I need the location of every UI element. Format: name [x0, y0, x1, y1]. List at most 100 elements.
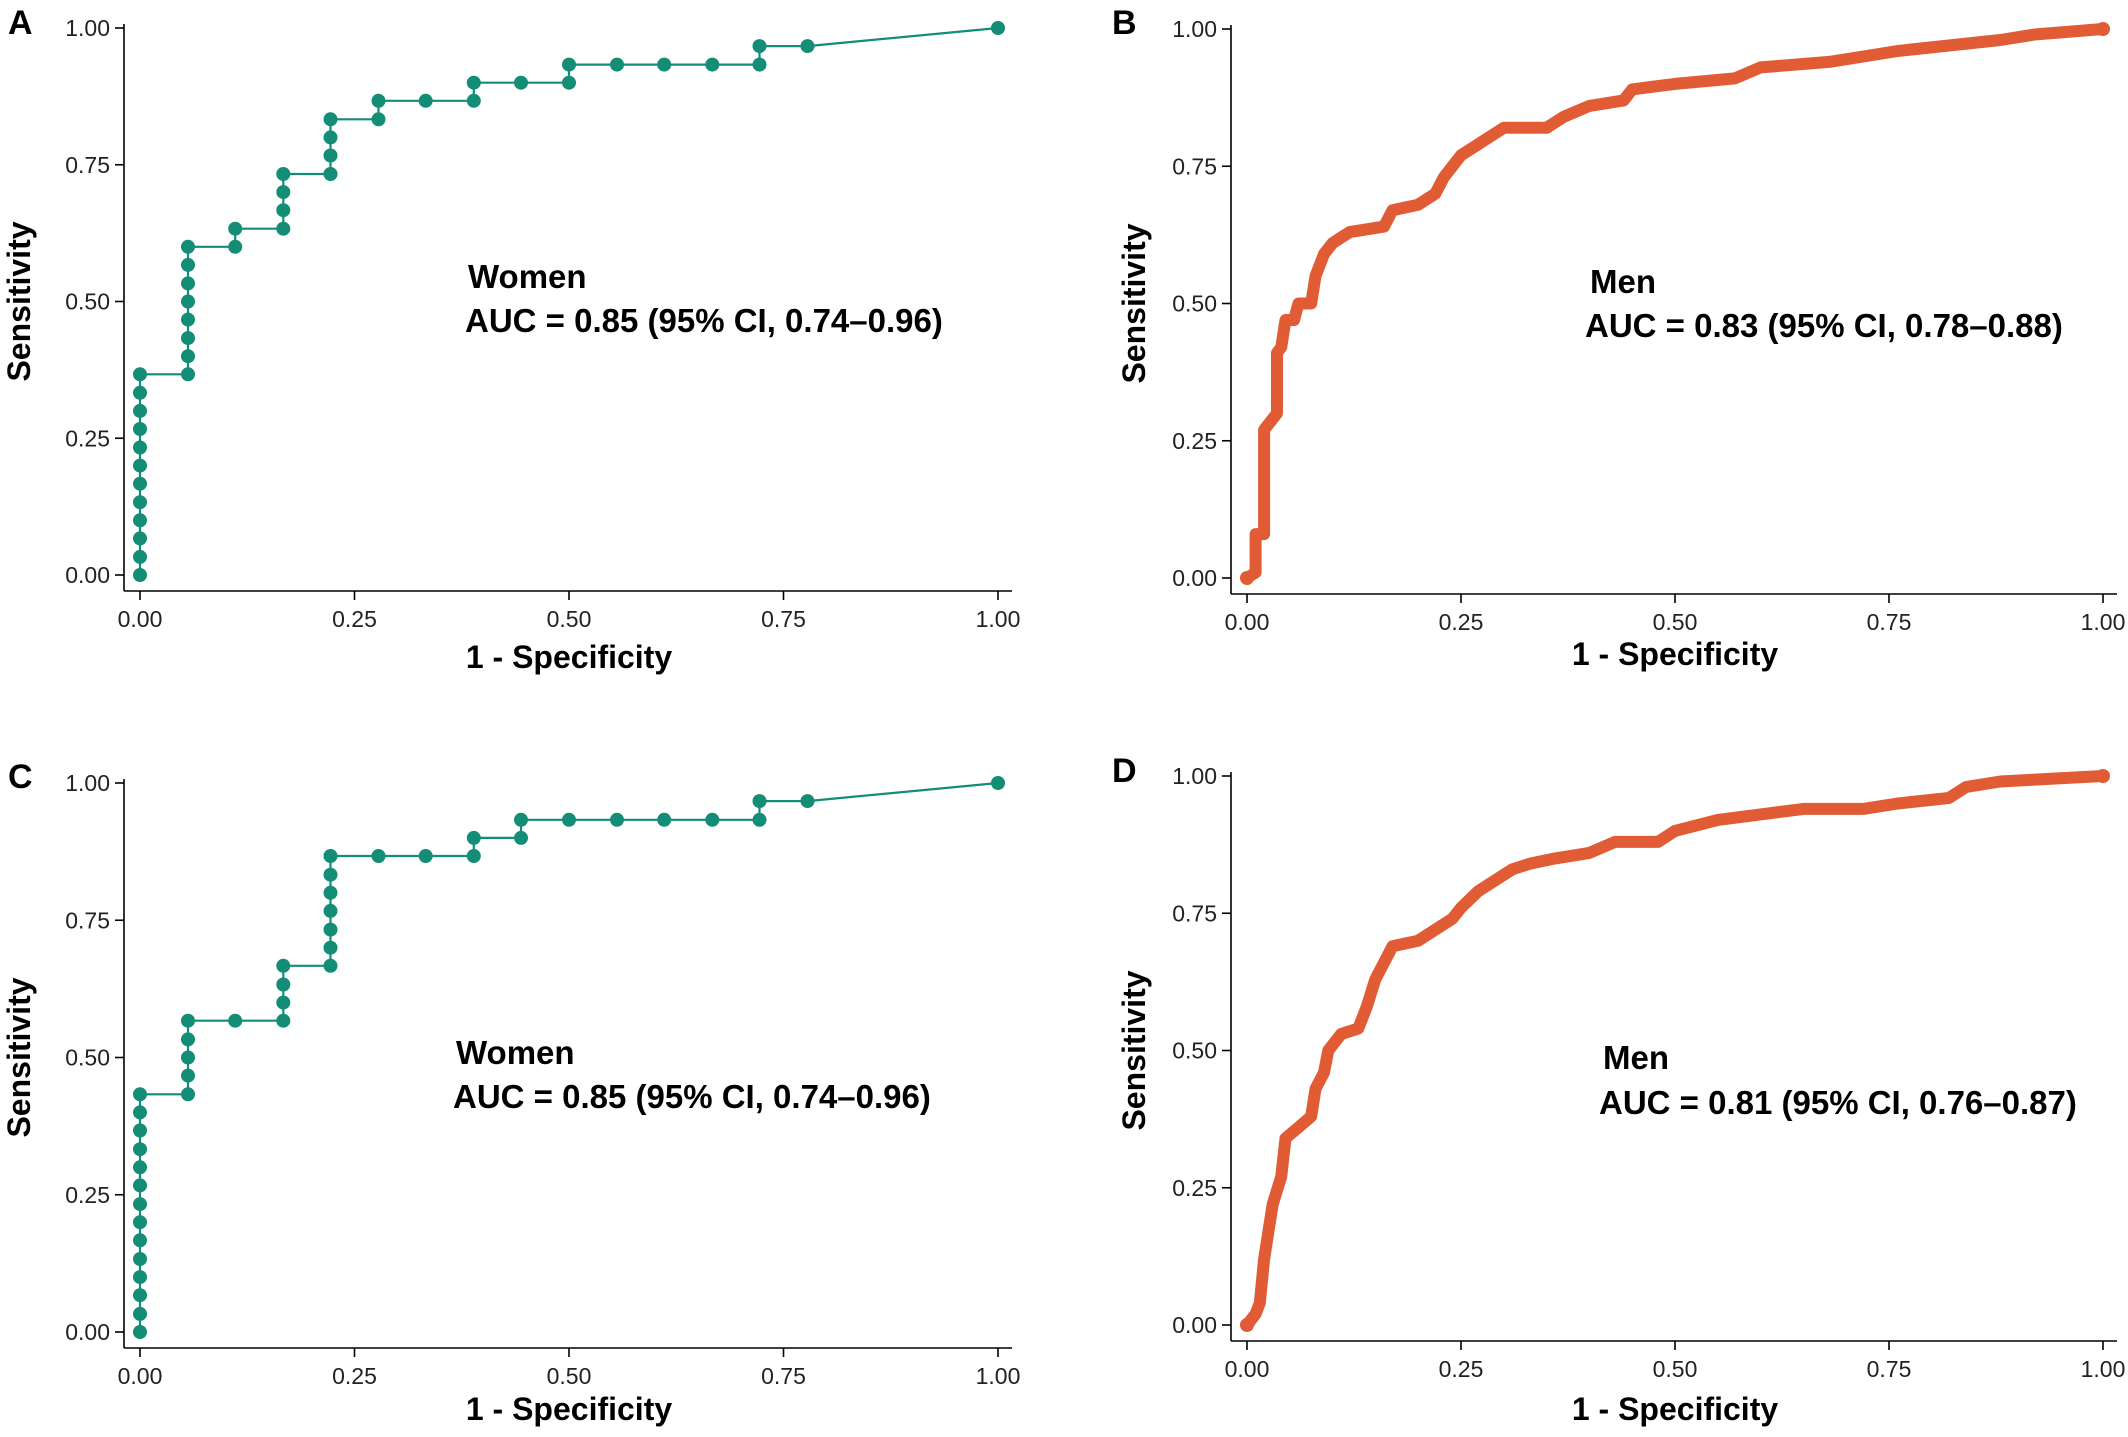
panel-a-group-label: Women [468, 258, 587, 295]
panel-c-data-point [181, 1087, 195, 1102]
panel-a-data-point [133, 385, 147, 400]
panel-a-y-tick-label: 0.00 [65, 562, 110, 588]
panel-c-data-point [133, 1288, 147, 1303]
panel-b-y-tick-label: 1.00 [1172, 16, 1217, 42]
panel-c-data-point [181, 1013, 195, 1028]
panel-b-data-point [2096, 22, 2110, 36]
panel-a-data-point [181, 349, 195, 364]
panel-c-data-point [466, 849, 481, 863]
panel-a-data-point [133, 458, 147, 473]
panel-c-data-point [323, 903, 338, 918]
panel-b-y-tick-label: 0.00 [1172, 565, 1217, 591]
panel-d-data-point [2096, 769, 2110, 783]
panel-c-x-tick-label: 0.75 [761, 1363, 806, 1389]
panel-c-y-tick-label: 0.50 [65, 1045, 110, 1071]
panel-c-x-axis-title: 1 - Specificity [466, 1391, 673, 1427]
panel-c-data-point [323, 867, 338, 882]
panel-b-y-tick-label: 0.50 [1172, 291, 1217, 317]
panel-c-data-point [133, 1306, 147, 1321]
panel-c-data-point [133, 1178, 147, 1193]
panel-c-data-point [562, 812, 576, 827]
panel-c-y-axis-title: Sensitivity [1, 977, 37, 1137]
panel-a-data-point [562, 75, 576, 90]
panel-c-letter: C [8, 758, 33, 796]
panel-a-data-point [752, 39, 767, 54]
panel-a-y-tick-label: 0.25 [65, 425, 110, 451]
panel-a-data-point [514, 75, 528, 90]
panel-a-data-point [181, 331, 195, 346]
panel-a-data-point [133, 549, 147, 564]
panel-a-data-point [418, 93, 433, 108]
panel-c-x-tick-label: 1.00 [976, 1363, 1021, 1389]
panel-d-y-axis-title: Sensitivity [1116, 970, 1152, 1130]
panel-c-data-point [133, 1233, 147, 1248]
panel-a-data-point [466, 93, 481, 108]
panel-d-x-tick-label: 0.75 [1867, 1356, 1912, 1382]
panel-d-x-axis-title: 1 - Specificity [1572, 1391, 1779, 1427]
panel-c-data-point [133, 1160, 147, 1175]
panel-a-data-point [228, 221, 243, 236]
panel-d-auc-text: AUC = 0.81 (95% CI, 0.76–0.87) [1599, 1084, 2077, 1121]
panel-a-data-point [276, 203, 291, 218]
panel-c-data-point [610, 812, 624, 827]
panel-c-data-point [323, 885, 338, 900]
panel-a-data-point [133, 367, 147, 382]
panel-a-data-point [800, 39, 815, 54]
panel-c-data-point [323, 922, 338, 937]
panel-a-data-point [181, 294, 195, 309]
panel-b-roc-curve [1241, 23, 2109, 584]
panel-a-data-point [752, 57, 767, 72]
panel-b-x-axis-title: 1 - Specificity [1572, 636, 1779, 672]
panel-d-data-point [1240, 1318, 1254, 1332]
panel-c-data-point [323, 958, 338, 973]
panel-d-x-tick-label: 1.00 [2081, 1356, 2126, 1382]
panel-d-letter: D [1112, 752, 1137, 790]
panel-b-x-tick-label: 0.75 [1867, 609, 1912, 635]
panel-c-data-point [276, 958, 291, 973]
panel-a-data-point [610, 57, 624, 72]
panel-a-data-point [133, 495, 147, 510]
panel-a-x-tick-label: 0.75 [761, 606, 806, 632]
panel-c-data-point [133, 1325, 147, 1339]
panel-c-data-point [133, 1197, 147, 1212]
panel-c-group-label: Women [456, 1034, 575, 1071]
panel-a-data-point [276, 221, 291, 236]
panel-a-data-point [323, 167, 338, 181]
panel-a-data-point [181, 312, 195, 327]
panel-a-y-tick-label: 1.00 [65, 15, 110, 41]
panel-a-x-tick-label: 0.25 [332, 606, 377, 632]
panel-c-data-point [705, 812, 720, 827]
panel-b-letter: B [1112, 4, 1137, 42]
panel-c-data-point [133, 1252, 147, 1266]
panel-b-data-point [1240, 571, 1254, 585]
panel-c-y-tick-label: 0.25 [65, 1182, 110, 1208]
panel-c-y-tick-label: 1.00 [65, 770, 110, 796]
panel-a-data-point [276, 185, 291, 200]
panel-a-data-point [133, 568, 147, 582]
panel-c-data-point [133, 1215, 147, 1230]
panel-a-data-point [705, 57, 720, 72]
panel-a-x-tick-label: 1.00 [976, 606, 1021, 632]
panel-c-data-point [323, 940, 338, 955]
panel-c-data-point [466, 830, 481, 845]
panel-a-data-point [276, 167, 291, 181]
panel-a-y-tick-label: 0.75 [65, 152, 110, 178]
panel-c-data-point [133, 1142, 147, 1157]
panel-d-x-tick-label: 0.25 [1439, 1356, 1484, 1382]
panel-a-x-tick-label: 0.00 [118, 606, 163, 632]
panel-b-x-tick-label: 1.00 [2081, 609, 2126, 635]
panel-c-data-point [133, 1270, 147, 1285]
panel-b-auc-text: AUC = 0.83 (95% CI, 0.78–0.88) [1585, 307, 2063, 344]
panel-c-data-point [276, 995, 291, 1010]
panel-d-group-label: Men [1603, 1039, 1669, 1076]
panel-c-data-point [276, 977, 291, 992]
panel-d-y-tick-label: 1.00 [1172, 763, 1217, 789]
panel-a-y-tick-label: 0.50 [65, 289, 110, 315]
panel-c-x-tick-label: 0.50 [547, 1363, 592, 1389]
panel-a-data-point [181, 367, 195, 382]
panel-b-group-label: Men [1590, 263, 1656, 300]
panel-b-y-tick-label: 0.25 [1172, 428, 1217, 454]
panel-a-data-point [181, 276, 195, 291]
panel-c-data-point [657, 812, 672, 827]
